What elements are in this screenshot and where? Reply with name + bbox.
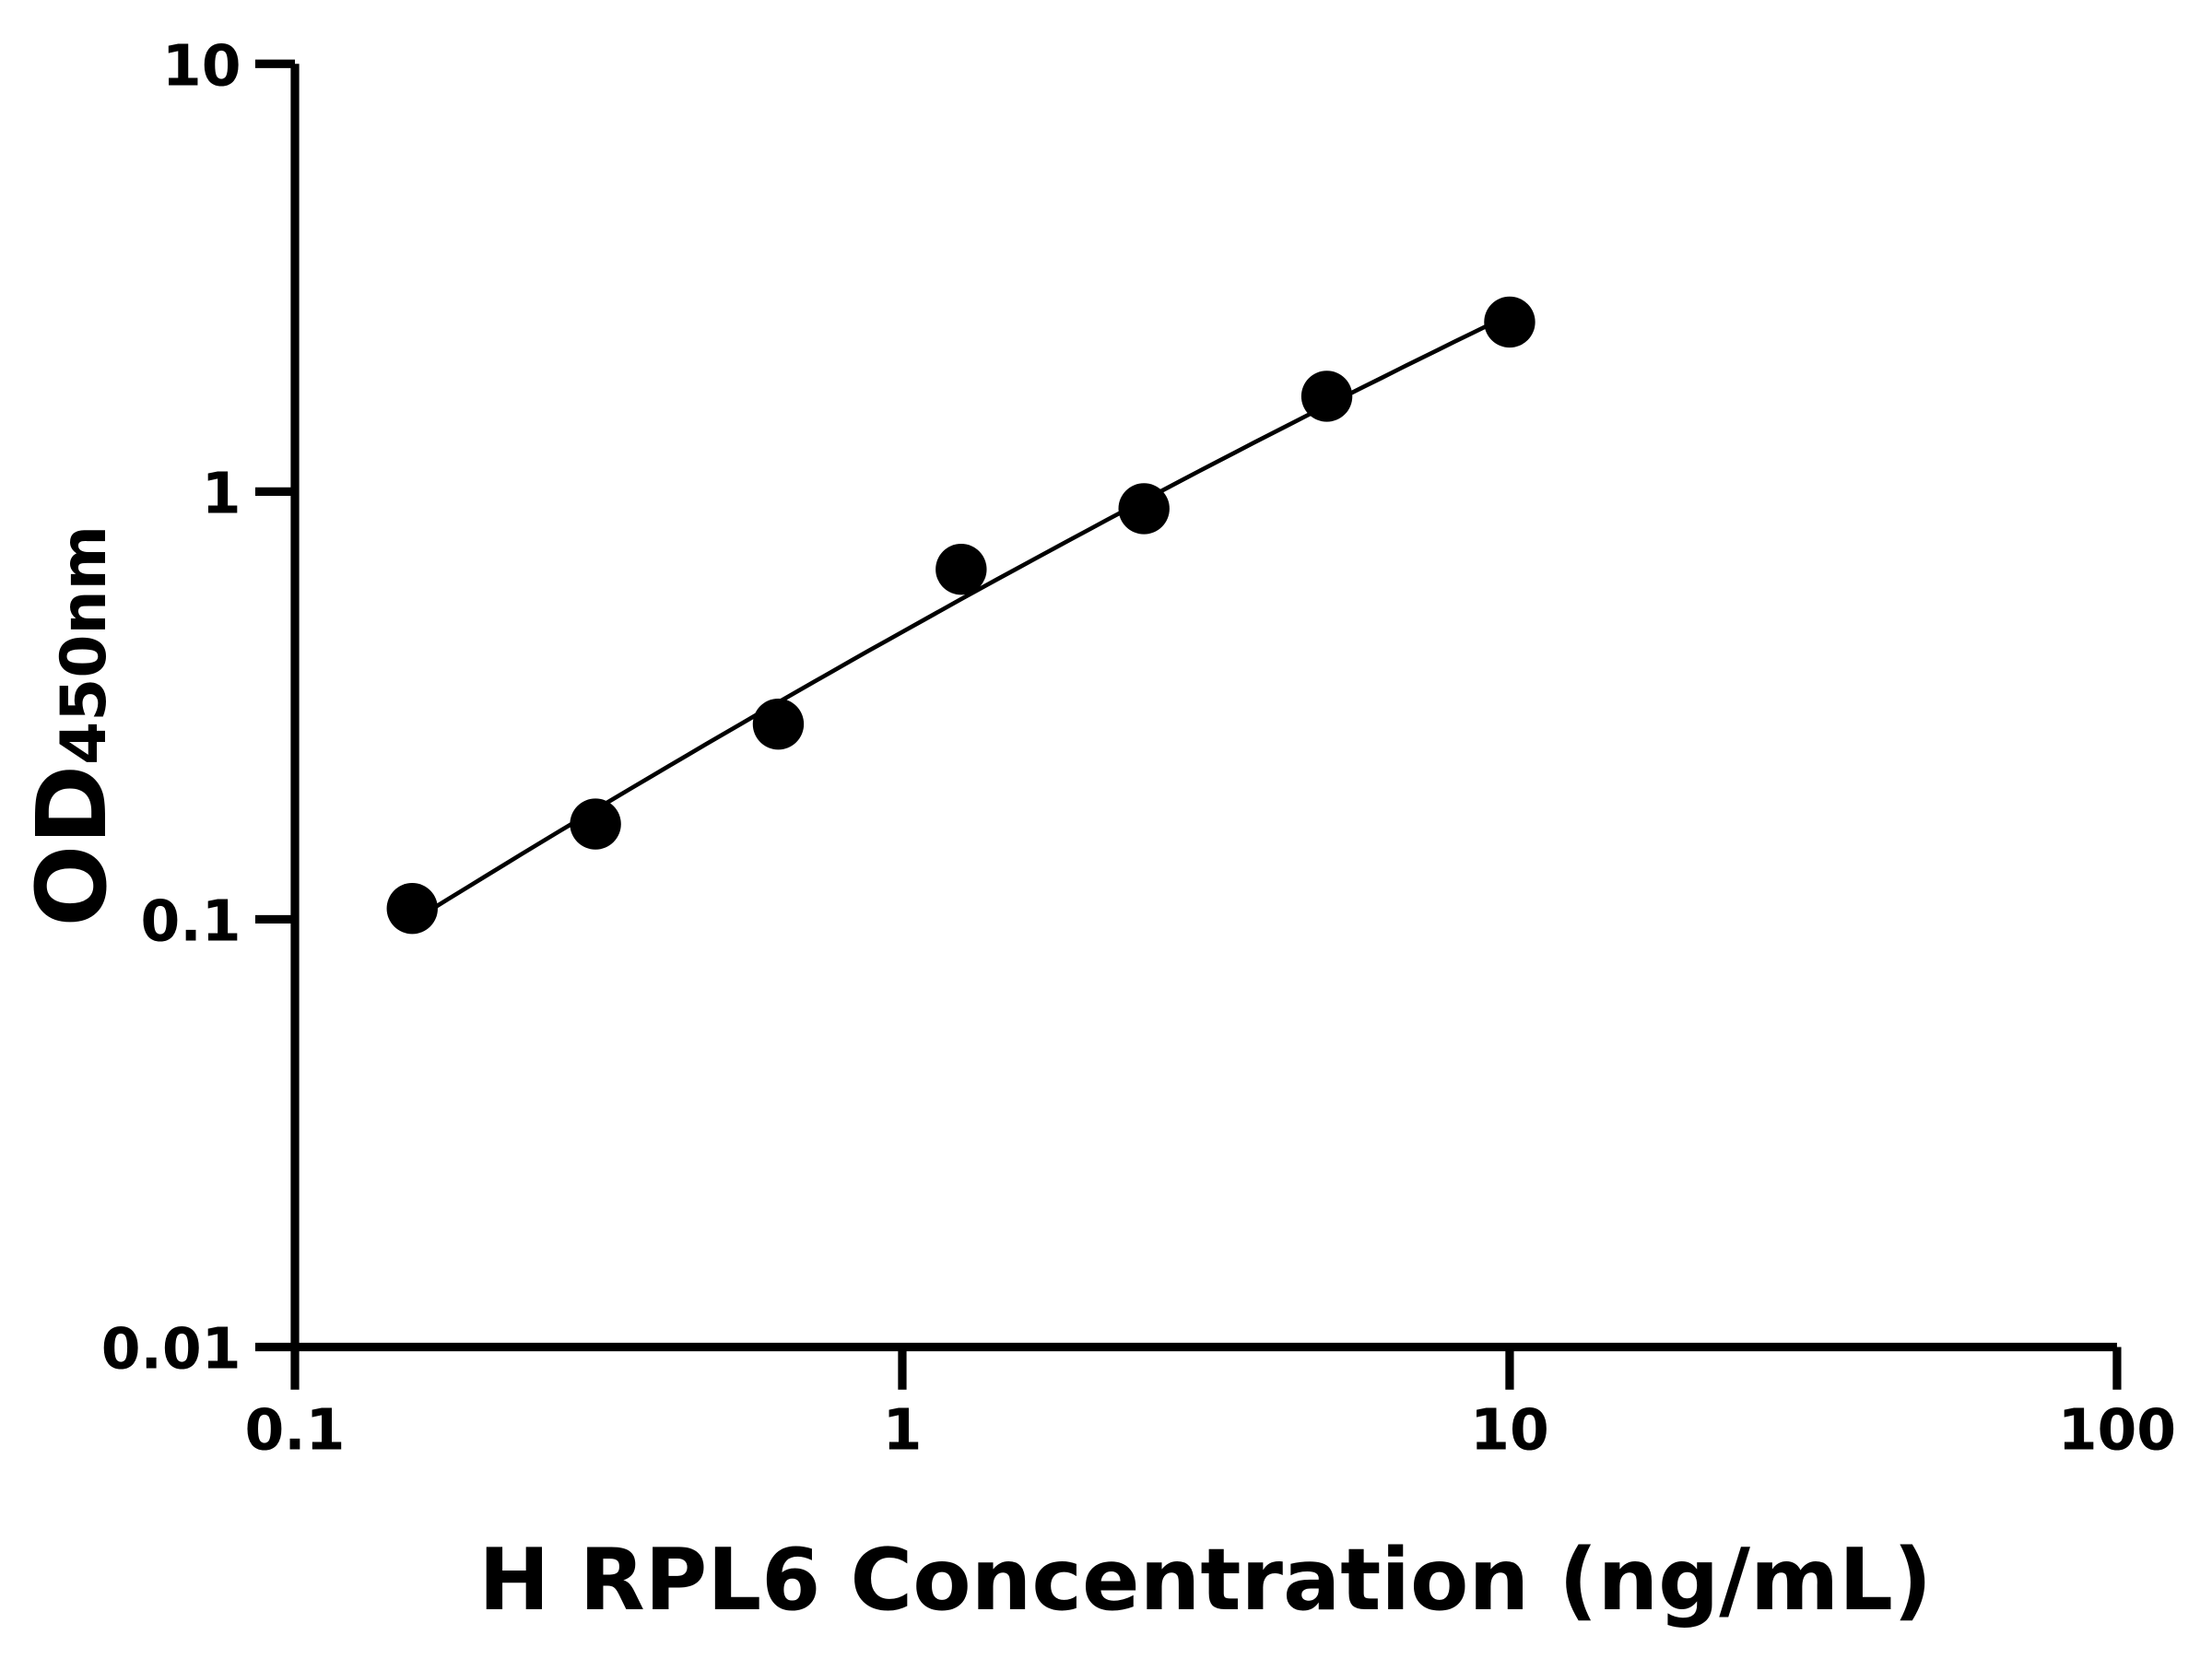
data-point bbox=[1118, 483, 1170, 535]
data-point bbox=[1484, 296, 1535, 348]
x-tick-label: 100 bbox=[2058, 1396, 2176, 1463]
data-point bbox=[1300, 371, 1353, 422]
data-point bbox=[386, 882, 438, 935]
axes bbox=[290, 64, 2117, 1352]
y-axis-label-subscript: 450nm bbox=[47, 525, 120, 765]
x-axis-label: H RPL6 Concentration (ng/mL) bbox=[478, 1530, 1932, 1630]
y-axis-label-main: OD bbox=[16, 765, 128, 927]
y-tick-label: 0.1 bbox=[141, 888, 241, 955]
y-tick-label: 0.01 bbox=[101, 1316, 241, 1382]
svg-text:OD450nm: OD450nm bbox=[16, 525, 128, 927]
x-tick-label: 10 bbox=[1470, 1396, 1549, 1463]
data-point bbox=[752, 698, 805, 750]
data-point bbox=[935, 544, 987, 595]
x-tick-label: 1 bbox=[883, 1396, 923, 1463]
x-tick-label: 0.1 bbox=[245, 1396, 346, 1463]
y-tick-label: 1 bbox=[202, 460, 241, 526]
y-axis-label: OD450nm bbox=[16, 525, 128, 927]
data-points bbox=[386, 296, 1535, 935]
data-point bbox=[570, 798, 621, 850]
y-tick-label: 10 bbox=[162, 32, 241, 99]
